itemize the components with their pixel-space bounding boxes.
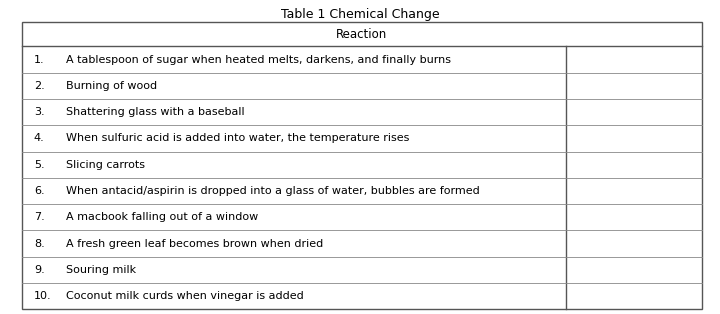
Text: When antacid/aspirin is dropped into a glass of water, bubbles are formed: When antacid/aspirin is dropped into a g… xyxy=(66,186,480,196)
Text: Burning of wood: Burning of wood xyxy=(66,81,157,91)
Text: 8.: 8. xyxy=(34,239,45,249)
Text: Coconut milk curds when vinegar is added: Coconut milk curds when vinegar is added xyxy=(66,291,304,301)
Text: 6.: 6. xyxy=(34,186,45,196)
Text: 1.: 1. xyxy=(34,55,45,65)
Text: Table 1 Chemical Change: Table 1 Chemical Change xyxy=(281,8,439,21)
Text: 9.: 9. xyxy=(34,265,45,275)
Text: Souring milk: Souring milk xyxy=(66,265,136,275)
Text: 10.: 10. xyxy=(34,291,51,301)
Text: 2.: 2. xyxy=(34,81,45,91)
Text: 5.: 5. xyxy=(34,160,45,170)
Text: A fresh green leaf becomes brown when dried: A fresh green leaf becomes brown when dr… xyxy=(66,239,323,249)
Text: 3.: 3. xyxy=(34,107,45,117)
Text: 4.: 4. xyxy=(34,133,45,143)
Text: Shattering glass with a baseball: Shattering glass with a baseball xyxy=(66,107,245,117)
Text: Slicing carrots: Slicing carrots xyxy=(66,160,145,170)
Text: Reaction: Reaction xyxy=(336,28,387,41)
Text: A tablespoon of sugar when heated melts, darkens, and finally burns: A tablespoon of sugar when heated melts,… xyxy=(66,55,451,65)
Text: 7.: 7. xyxy=(34,212,45,222)
Text: A macbook falling out of a window: A macbook falling out of a window xyxy=(66,212,258,222)
Text: When sulfuric acid is added into water, the temperature rises: When sulfuric acid is added into water, … xyxy=(66,133,409,143)
